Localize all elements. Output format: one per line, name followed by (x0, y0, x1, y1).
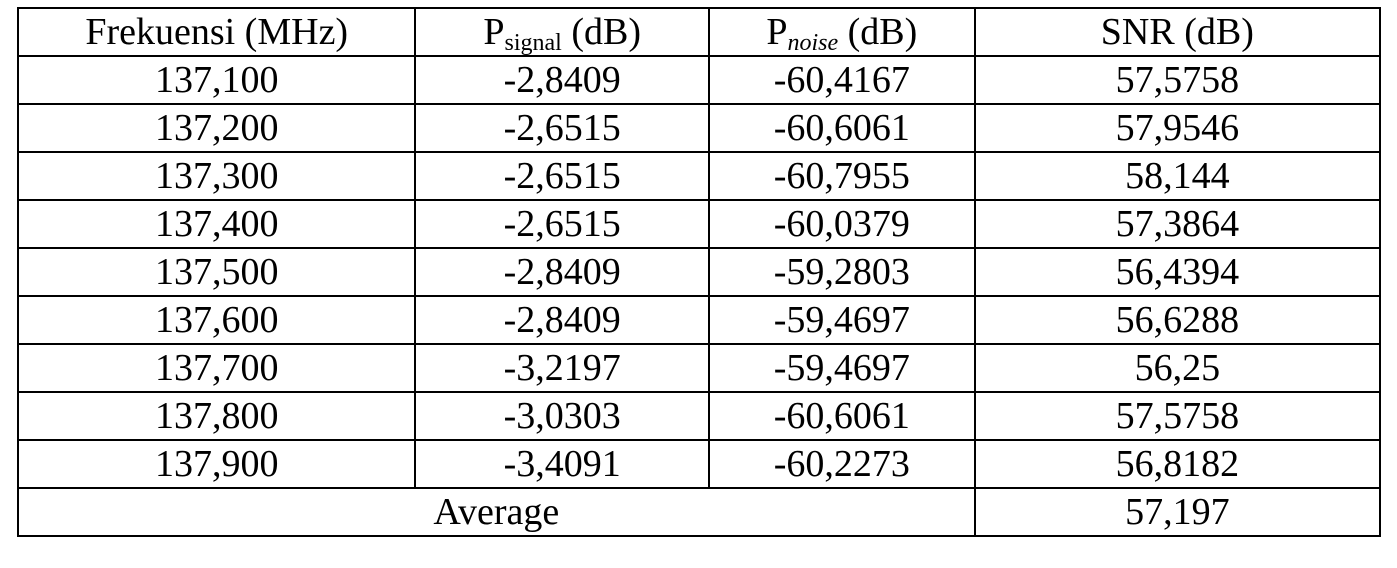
cell: 137,600 (16, 295, 417, 345)
footer-label: Average (17, 487, 976, 537)
cell: 57,5758 (973, 55, 1382, 105)
cell: -60,2273 (707, 439, 976, 489)
cell: 57,3864 (973, 199, 1382, 249)
cell: 137,800 (16, 391, 417, 441)
data-row: 137,400 -2,6515 -60,0379 57,3864 (16, 199, 1382, 249)
header-text: P (766, 11, 788, 53)
footer-value: 57,197 (973, 487, 1382, 537)
footer-row: Average 57,197 (17, 487, 1382, 537)
header-text: SNR (dB) (1100, 11, 1254, 53)
cell: -60,6061 (707, 391, 976, 441)
cell: -2,6515 (414, 103, 710, 153)
cell: 137,300 (16, 151, 417, 201)
cell: 137,900 (16, 439, 417, 489)
data-row: 137,500 -2,8409 -59,2803 56,4394 (16, 247, 1382, 297)
cell: -59,2803 (707, 247, 976, 297)
cell: -59,4697 (707, 295, 976, 345)
header-row: Frekuensi (MHz) Psignal (dB) Pnoise (dB) SN… (16, 7, 1382, 57)
cell: 56,25 (973, 343, 1382, 393)
header-unit: (dB) (561, 11, 641, 53)
cell: -60,7955 (707, 151, 976, 201)
header-text: P (483, 11, 505, 53)
cell: -60,0379 (707, 199, 976, 249)
header-text: Frekuensi (MHz) (85, 11, 349, 53)
cell: 137,200 (16, 103, 417, 153)
cell: -60,4167 (707, 55, 976, 105)
cell: -3,4091 (414, 439, 710, 489)
snr-table: Frekuensi (MHz) Psignal (dB) Pnoise (dB) SN… (16, 7, 1382, 537)
cell: 137,500 (16, 247, 417, 297)
cell: -2,6515 (414, 199, 710, 249)
data-row: 137,200 -2,6515 -60,6061 57,9546 (16, 103, 1382, 153)
header-subscript: signal (504, 30, 562, 56)
cell: 58,144 (973, 151, 1382, 201)
header-cell: Pnoise (dB) (707, 7, 976, 57)
header-cell: Psignal (dB) (414, 7, 710, 57)
data-row: 137,800 -3,0303 -60,6061 57,5758 (16, 391, 1382, 441)
cell: -2,8409 (414, 55, 710, 105)
data-row: 137,300 -2,6515 -60,7955 58,144 (16, 151, 1382, 201)
cell: -3,0303 (414, 391, 710, 441)
cell: 57,9546 (973, 103, 1382, 153)
cell: -60,6061 (707, 103, 976, 153)
data-row: 137,700 -3,2197 -59,4697 56,25 (16, 343, 1382, 393)
header-cell: Frekuensi (MHz) (16, 7, 417, 57)
cell: 56,4394 (973, 247, 1382, 297)
cell: -59,4697 (707, 343, 976, 393)
data-row: 137,600 -2,8409 -59,4697 56,6288 (16, 295, 1382, 345)
header-unit: (dB) (838, 11, 918, 53)
cell: -2,8409 (414, 247, 710, 297)
cell: 137,400 (16, 199, 417, 249)
cell: -2,8409 (414, 295, 710, 345)
cell: 56,6288 (973, 295, 1382, 345)
cell: 137,700 (16, 343, 417, 393)
header-cell: SNR (dB) (973, 7, 1382, 57)
cell: 137,100 (16, 55, 417, 105)
header-subscript: noise (787, 30, 839, 56)
data-row: 137,100 -2,8409 -60,4167 57,5758 (16, 55, 1382, 105)
data-row: 137,900 -3,4091 -60,2273 56,8182 (16, 439, 1382, 489)
cell: 56,8182 (973, 439, 1382, 489)
cell: -2,6515 (414, 151, 710, 201)
cell: -3,2197 (414, 343, 710, 393)
cell: 57,5758 (973, 391, 1382, 441)
